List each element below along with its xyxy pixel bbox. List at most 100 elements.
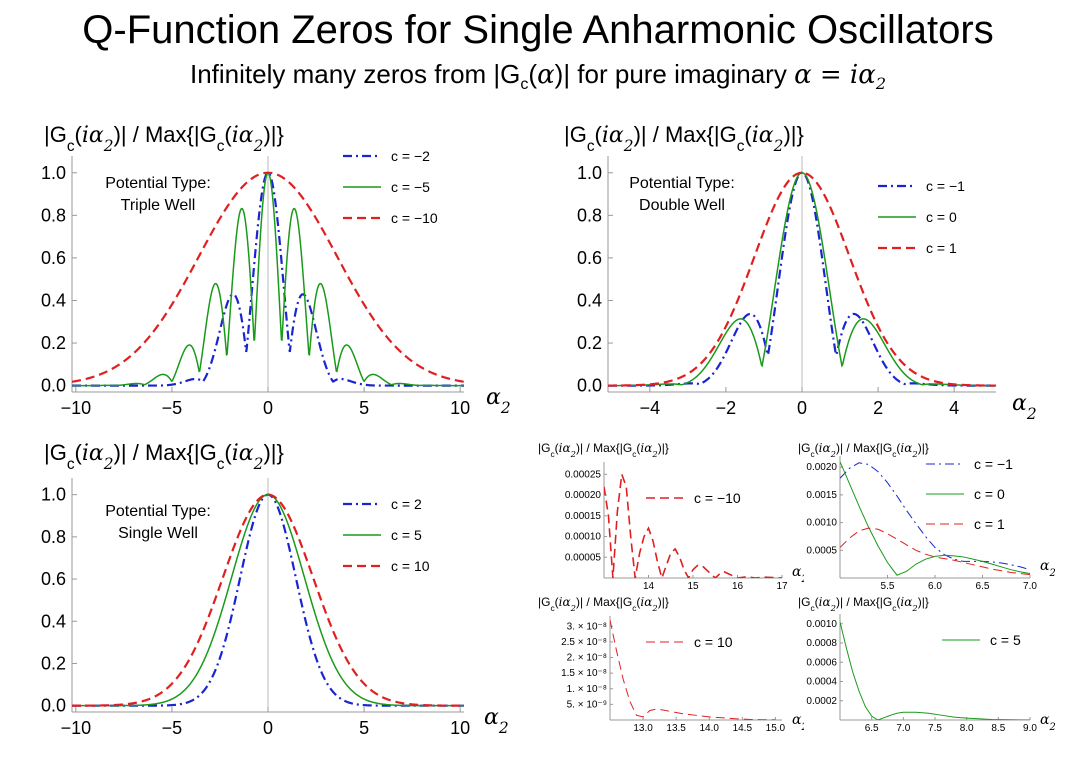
legend-label: c = −1 bbox=[926, 178, 965, 194]
x-tick-label: 7.5 bbox=[928, 723, 942, 734]
y-tick-label: 0.2 bbox=[41, 653, 66, 673]
slide-subtitle: Infinitely many zeros from |Gc(α)| for p… bbox=[0, 58, 1076, 101]
slide-title: Q-Function Zeros for Single Anharmonic O… bbox=[82, 8, 994, 52]
x-tick-label: 15 bbox=[687, 581, 699, 592]
y-tick-label: 1. × 10⁻⁸ bbox=[567, 684, 607, 695]
y-tick-label: 1.0 bbox=[41, 163, 66, 183]
series-line-double-1 bbox=[608, 172, 996, 387]
x-tick-label: 6.0 bbox=[928, 581, 942, 592]
legend-label: c = 5 bbox=[990, 632, 1021, 648]
chart-single-well: |Gc(iα2)| / Max{|Gc(iα2)|} 0.0 0.2 0.4 0.6 0.… bbox=[41, 440, 509, 738]
x-tick-label: −10 bbox=[61, 718, 92, 738]
y-axis-label: |Gc(iα2)| / Max{|Gc(iα2)|} bbox=[44, 440, 284, 473]
x-tick-label: 15.0 bbox=[766, 723, 786, 734]
x-tick-label: 8.0 bbox=[960, 723, 974, 734]
y-axis-label: |Gc(iα2)| / Max{|Gc(iα2)|} bbox=[538, 595, 669, 613]
series-line-single-1 bbox=[72, 493, 464, 707]
y-tick-label: 0.4 bbox=[41, 611, 66, 631]
y-axis-label: |Gc(iα2)| / Max{|Gc(iα2)|} bbox=[44, 122, 284, 155]
x-tick-label: 13.0 bbox=[633, 723, 653, 734]
chart-inset-single-c10-tail: |Gc(iα2)| / Max{|Gc(iα2)|} 5. × 10⁻⁹ 1. × … bbox=[538, 595, 804, 734]
y-tick-label: 0.0008 bbox=[806, 638, 837, 649]
subtitle-mid: )| for pure imaginary bbox=[554, 59, 795, 89]
x-axis-label: α2 bbox=[486, 385, 511, 417]
y-tick-label: 0.2 bbox=[41, 333, 66, 353]
y-tick-label: 0.0004 bbox=[806, 677, 837, 688]
x-tick-label: 6.5 bbox=[976, 581, 990, 592]
y-tick-label: 1.0 bbox=[41, 485, 66, 505]
y-tick-label: 0.4 bbox=[41, 290, 66, 310]
y-tick-label: 0.0010 bbox=[806, 619, 837, 630]
subtitle-sub: c bbox=[520, 76, 529, 94]
series-line-inset1-0 bbox=[604, 474, 782, 578]
legend-label: c = 0 bbox=[974, 486, 1005, 502]
potential-type-value: Single Well bbox=[118, 525, 198, 542]
potential-type-value: Double Well bbox=[639, 197, 725, 214]
y-tick-label: 0.0002 bbox=[806, 696, 837, 707]
legend-label: c = −2 bbox=[391, 148, 430, 164]
series-line-inset3-0 bbox=[610, 619, 776, 720]
legend-label: c = 1 bbox=[926, 240, 957, 256]
chart-inset-triple-tail: |Gc(iα2)| / Max{|Gc(iα2)|} 0.00005 0.00010… bbox=[538, 441, 804, 592]
legend-label: c = −1 bbox=[974, 456, 1013, 472]
x-tick-label: 7.0 bbox=[896, 723, 910, 734]
subtitle-prefix: Infinitely many zeros from |G bbox=[190, 59, 521, 89]
series-line-inset2-0 bbox=[840, 462, 1030, 571]
y-tick-label: 2. × 10⁻⁸ bbox=[567, 653, 607, 664]
legend-label: c = 1 bbox=[974, 516, 1005, 532]
series-line-inset2-1 bbox=[840, 461, 1030, 576]
x-tick-label: −4 bbox=[640, 398, 661, 418]
y-tick-label: 1.0 bbox=[577, 163, 602, 183]
y-tick-label: 0.0015 bbox=[806, 490, 837, 501]
legend-label: c = 10 bbox=[694, 634, 733, 650]
x-tick-label: 16 bbox=[732, 581, 744, 592]
y-tick-label: 2.5 × 10⁻⁸ bbox=[561, 637, 607, 648]
series-line-single-2 bbox=[72, 493, 464, 707]
legend-label: c = −5 bbox=[391, 179, 430, 195]
x-axis-label: α2 bbox=[792, 564, 804, 585]
y-tick-label: 0.8 bbox=[41, 205, 66, 225]
y-tick-label: 1.5 × 10⁻⁸ bbox=[561, 668, 607, 679]
x-axis-label: α2 bbox=[1012, 391, 1037, 423]
y-tick-label: 0.0006 bbox=[806, 657, 837, 668]
x-axis-label: α2 bbox=[484, 705, 509, 737]
x-axis-label: α2 bbox=[792, 712, 804, 733]
y-tick-label: 0.8 bbox=[577, 205, 602, 225]
y-tick-label: 0.6 bbox=[41, 248, 66, 268]
y-tick-label: 0.0005 bbox=[806, 545, 837, 556]
y-axis-label: |Gc(iα2)| / Max{|Gc(iα2)|} bbox=[564, 122, 804, 155]
y-tick-label: 0.00005 bbox=[565, 552, 602, 563]
chart-triple-well: |Gc(iα2)| / Max{|Gc(iα2)|} 0.0 0.2 0.4 0.6 0.… bbox=[41, 122, 511, 418]
x-tick-label: 13.5 bbox=[666, 723, 686, 734]
series-line-triple-2 bbox=[72, 171, 464, 383]
chart-inset-double-tail: |Gc(iα2)| / Max{|Gc(iα2)|} 0.0005 0.0010 0.… bbox=[798, 441, 1056, 592]
potential-type-label: Potential Type: bbox=[105, 175, 211, 192]
x-tick-label: 6.5 bbox=[865, 723, 879, 734]
x-tick-label: 8.5 bbox=[991, 723, 1005, 734]
x-tick-label: 7.0 bbox=[1023, 581, 1037, 592]
x-tick-label: 10 bbox=[450, 718, 470, 738]
legend-label: c = −10 bbox=[694, 490, 741, 506]
y-tick-label: 5. × 10⁻⁹ bbox=[567, 699, 607, 710]
x-tick-label: 9.0 bbox=[1023, 723, 1037, 734]
y-tick-label: 0.2 bbox=[577, 333, 602, 353]
y-axis-label: |Gc(iα2)| / Max{|Gc(iα2)|} bbox=[798, 441, 929, 459]
x-tick-label: 5 bbox=[359, 718, 369, 738]
chart-double-well: |Gc(iα2)| / Max{|Gc(iα2)|} 0.0 0.2 0.4 0.6 0.… bbox=[564, 122, 1037, 423]
x-tick-label: 2 bbox=[873, 398, 883, 418]
y-tick-label: 0.0 bbox=[577, 376, 602, 396]
x-tick-label: −10 bbox=[61, 398, 92, 418]
series-line-inset2-2 bbox=[840, 527, 1030, 576]
x-tick-label: 0 bbox=[263, 718, 273, 738]
y-axis-label: |Gc(iα2)| / Max{|Gc(iα2)|} bbox=[538, 441, 669, 459]
x-tick-label: −2 bbox=[716, 398, 737, 418]
legend-label: c = 2 bbox=[391, 496, 422, 512]
x-tick-label: 14.5 bbox=[733, 723, 753, 734]
x-tick-label: 14.0 bbox=[699, 723, 719, 734]
legend-label: c = 5 bbox=[391, 527, 422, 543]
y-tick-label: 0.0 bbox=[41, 696, 66, 716]
y-tick-label: 0.4 bbox=[577, 290, 602, 310]
y-axis-label: |Gc(iα2)| / Max{|Gc(iα2)|} bbox=[798, 595, 929, 613]
x-tick-label: 14 bbox=[643, 581, 655, 592]
y-tick-label: 3. × 10⁻⁸ bbox=[567, 621, 607, 632]
